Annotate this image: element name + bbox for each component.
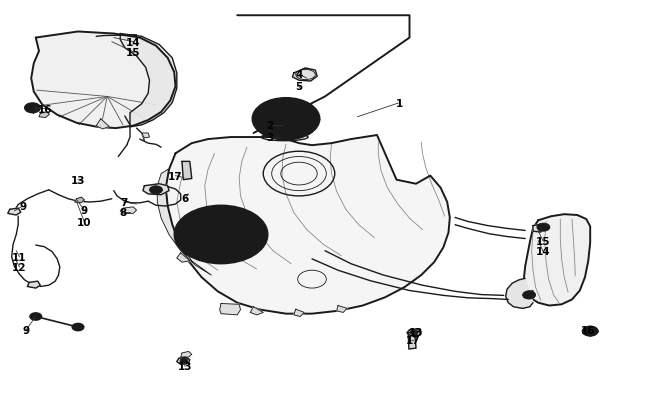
Polygon shape — [27, 281, 40, 288]
Circle shape — [252, 98, 320, 141]
Text: 1: 1 — [396, 98, 404, 108]
Circle shape — [261, 104, 311, 135]
Polygon shape — [96, 119, 109, 130]
Polygon shape — [75, 198, 84, 203]
Polygon shape — [250, 307, 263, 315]
Text: 9: 9 — [23, 325, 29, 335]
Polygon shape — [143, 184, 169, 195]
Polygon shape — [120, 34, 177, 128]
Text: 15: 15 — [126, 48, 140, 58]
Polygon shape — [177, 253, 190, 262]
Text: 6: 6 — [181, 194, 189, 203]
Text: 13: 13 — [409, 327, 423, 337]
Polygon shape — [292, 69, 317, 82]
Circle shape — [150, 186, 162, 194]
Polygon shape — [294, 309, 304, 317]
Text: 4: 4 — [295, 70, 303, 80]
Polygon shape — [408, 332, 416, 349]
Circle shape — [582, 326, 598, 336]
Polygon shape — [177, 357, 190, 364]
Text: 9: 9 — [20, 202, 26, 211]
Polygon shape — [8, 209, 21, 215]
Text: 15: 15 — [536, 236, 550, 246]
Polygon shape — [524, 215, 590, 306]
Text: 10: 10 — [77, 218, 92, 228]
Polygon shape — [181, 352, 192, 357]
Circle shape — [30, 313, 42, 320]
Polygon shape — [533, 225, 542, 232]
Polygon shape — [31, 32, 176, 129]
Text: 13: 13 — [178, 362, 192, 371]
Text: 16: 16 — [38, 104, 53, 114]
Circle shape — [537, 224, 550, 232]
Polygon shape — [166, 136, 450, 314]
Polygon shape — [157, 170, 211, 275]
Text: 14: 14 — [536, 246, 550, 256]
Polygon shape — [524, 291, 534, 299]
Circle shape — [174, 206, 268, 264]
Polygon shape — [506, 279, 533, 309]
Text: 3: 3 — [266, 133, 274, 143]
Text: 14: 14 — [126, 38, 140, 47]
Polygon shape — [182, 162, 192, 180]
Text: 5: 5 — [295, 82, 303, 92]
Circle shape — [25, 104, 40, 113]
Text: 7: 7 — [120, 198, 127, 207]
Text: 8: 8 — [120, 208, 127, 217]
Circle shape — [180, 358, 188, 363]
Circle shape — [523, 291, 536, 299]
Polygon shape — [407, 329, 421, 336]
Polygon shape — [142, 134, 150, 139]
Text: 13: 13 — [71, 175, 85, 185]
Text: 11: 11 — [12, 252, 27, 262]
Text: 2: 2 — [266, 121, 274, 130]
Text: 17: 17 — [406, 335, 420, 345]
Polygon shape — [120, 207, 136, 214]
Text: 16: 16 — [581, 325, 595, 335]
Polygon shape — [337, 306, 347, 313]
Text: 17: 17 — [168, 171, 183, 181]
Text: 12: 12 — [12, 262, 27, 272]
Circle shape — [72, 324, 84, 331]
Polygon shape — [39, 113, 49, 118]
Circle shape — [185, 213, 257, 257]
Circle shape — [410, 330, 418, 335]
Text: 9: 9 — [81, 206, 88, 215]
Polygon shape — [220, 304, 240, 315]
